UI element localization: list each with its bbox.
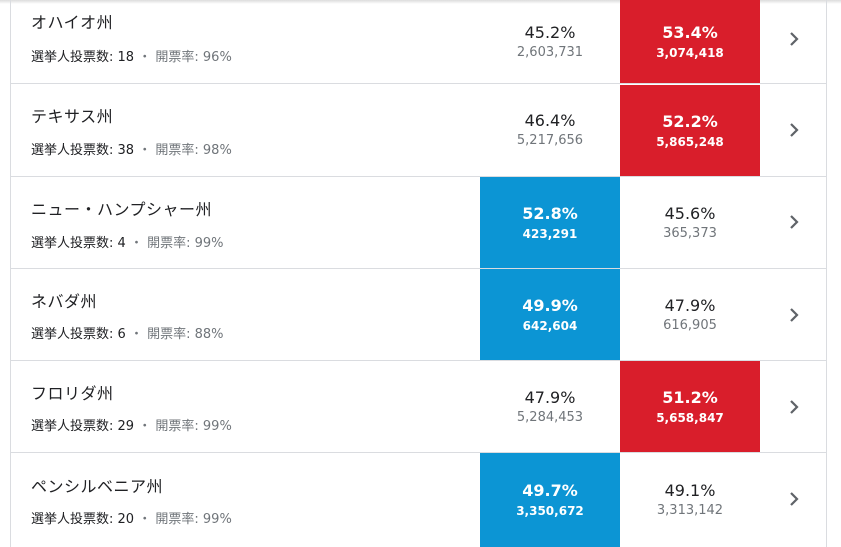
- row-divider: [11, 268, 826, 269]
- republican-percent: 52.2%: [662, 111, 718, 131]
- republican-cell: 49.1% 3,313,142: [620, 453, 760, 547]
- republican-votes: 5,865,248: [656, 134, 724, 149]
- democrat-cell: 47.9% 5,284,453: [480, 361, 620, 452]
- table-row[interactable]: フロリダ州 選挙人投票数: 29 ・ 開票率: 99% 47.9% 5,284,…: [11, 361, 826, 453]
- republican-percent: 51.2%: [662, 387, 718, 407]
- democrat-cell: 45.2% 2,603,731: [480, 0, 620, 84]
- republican-percent: 45.6%: [664, 203, 716, 223]
- row-divider: [11, 452, 826, 453]
- electoral-votes: 20: [117, 512, 135, 527]
- democrat-votes: 423,291: [522, 226, 578, 241]
- electoral-votes: 6: [117, 327, 126, 342]
- results-table: オハイオ州 選挙人投票数: 18 ・ 開票率: 96% 45.2% 2,603,…: [10, 0, 827, 547]
- state-meta: 選挙人投票数: 18 ・ 開票率: 96%: [31, 50, 232, 65]
- republican-votes: 3,074,418: [656, 46, 724, 60]
- table-row[interactable]: ニュー・ハンプシャー州 選挙人投票数: 4 ・ 開票率: 99% 52.8% 4…: [11, 177, 826, 269]
- state-name: ペンシルベニア州: [31, 477, 164, 496]
- chevron-right-icon[interactable]: [779, 117, 809, 143]
- row-divider: [11, 83, 826, 84]
- reporting-percent: 99%: [194, 236, 224, 251]
- democrat-percent: 49.7%: [522, 481, 578, 500]
- republican-votes: 5,658,847: [656, 410, 724, 425]
- chevron-right-icon[interactable]: [779, 26, 809, 52]
- table-row[interactable]: テキサス州 選挙人投票数: 38 ・ 開票率: 98% 46.4% 5,217,…: [11, 84, 826, 177]
- row-divider: [11, 360, 826, 361]
- reporting-percent: 96%: [202, 50, 232, 65]
- chevron-right-icon[interactable]: [779, 302, 809, 328]
- democrat-percent: 49.9%: [522, 295, 578, 315]
- reporting-percent: 98%: [202, 143, 232, 158]
- republican-percent: 49.1%: [664, 481, 716, 500]
- republican-votes: 3,313,142: [656, 503, 724, 518]
- table-row[interactable]: ネバダ州 選挙人投票数: 6 ・ 開票率: 88% 49.9% 642,604 …: [11, 269, 826, 361]
- democrat-cell: 46.4% 5,217,656: [480, 84, 620, 176]
- top-shadow: [0, 0, 841, 4]
- state-meta: 選挙人投票数: 20 ・ 開票率: 99%: [31, 512, 232, 527]
- reporting-percent: 99%: [202, 419, 232, 434]
- republican-votes: 616,905: [663, 317, 717, 333]
- electoral-votes: 29: [117, 419, 135, 434]
- state-name: ネバダ州: [31, 292, 98, 311]
- republican-percent: 53.4%: [662, 23, 718, 42]
- democrat-cell: 52.8% 423,291: [480, 177, 620, 268]
- state-name: オハイオ州: [31, 13, 114, 32]
- republican-cell: 47.9% 616,905: [620, 269, 760, 360]
- democrat-votes: 3,350,672: [516, 504, 584, 518]
- democrat-votes: 5,284,453: [516, 409, 584, 425]
- republican-cell: 53.4% 3,074,418: [620, 0, 760, 84]
- democrat-votes: 5,217,656: [516, 133, 584, 148]
- reporting-percent: 88%: [194, 327, 224, 342]
- electoral-votes: 18: [117, 50, 135, 65]
- democrat-cell: 49.7% 3,350,672: [480, 453, 620, 547]
- republican-cell: 45.6% 365,373: [620, 177, 760, 268]
- democrat-cell: 49.9% 642,604: [480, 269, 620, 360]
- table-row[interactable]: ペンシルベニア州 選挙人投票数: 20 ・ 開票率: 99% 49.7% 3,3…: [11, 453, 826, 547]
- chevron-right-icon[interactable]: [779, 394, 809, 420]
- state-meta: 選挙人投票数: 4 ・ 開票率: 99%: [31, 236, 224, 251]
- state-meta: 選挙人投票数: 38 ・ 開票率: 98%: [31, 143, 232, 158]
- democrat-percent: 46.4%: [524, 111, 576, 130]
- reporting-percent: 99%: [202, 512, 232, 527]
- democrat-votes: 2,603,731: [516, 45, 584, 60]
- republican-percent: 47.9%: [664, 295, 716, 315]
- chevron-right-icon[interactable]: [779, 486, 809, 512]
- state-meta: 選挙人投票数: 6 ・ 開票率: 88%: [31, 327, 224, 342]
- democrat-votes: 642,604: [522, 318, 578, 333]
- state-name: フロリダ州: [31, 384, 114, 403]
- electoral-votes: 4: [117, 236, 126, 251]
- row-divider: [11, 176, 826, 177]
- democrat-percent: 45.2%: [524, 23, 576, 42]
- democrat-percent: 47.9%: [524, 387, 576, 407]
- republican-votes: 365,373: [663, 225, 717, 241]
- republican-cell: 51.2% 5,658,847: [620, 361, 760, 452]
- state-meta: 選挙人投票数: 29 ・ 開票率: 99%: [31, 419, 232, 434]
- state-name: テキサス州: [31, 107, 114, 126]
- electoral-votes: 38: [117, 143, 135, 158]
- chevron-right-icon[interactable]: [779, 209, 809, 235]
- republican-cell: 52.2% 5,865,248: [620, 85, 760, 176]
- democrat-percent: 52.8%: [522, 203, 578, 223]
- state-name: ニュー・ハンプシャー州: [31, 200, 213, 219]
- table-row[interactable]: オハイオ州 選挙人投票数: 18 ・ 開票率: 96% 45.2% 2,603,…: [11, 0, 826, 84]
